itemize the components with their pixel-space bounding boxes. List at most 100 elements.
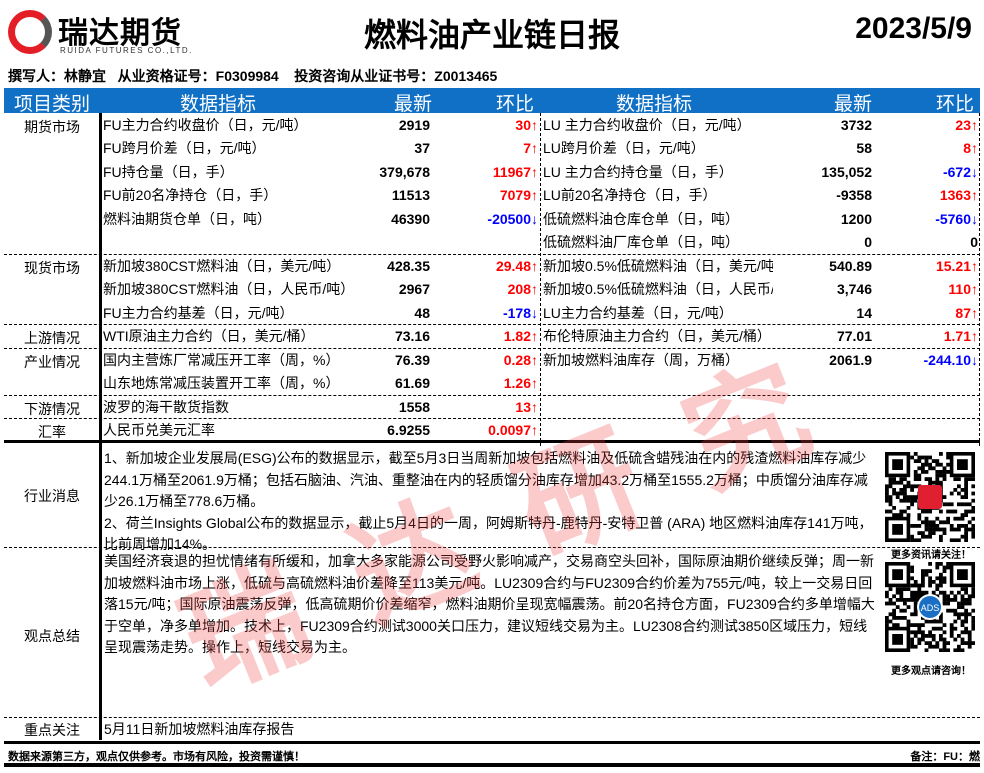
qr-code-wechat[interactable] (885, 452, 975, 542)
indicator-change: 1363↑ (939, 187, 978, 203)
indicator-change: -20500↓ (487, 210, 538, 227)
indicator-value: 2061.9 (829, 351, 872, 368)
indicator-name: LU跨月价差（日，元/吨） (543, 140, 705, 156)
indicator-change: 29.48↑ (495, 257, 538, 274)
logo-subtext: RUIDA FUTURES CO.,LTD. (60, 46, 193, 55)
news-text: 1、新加坡企业发展局(ESG)公布的数据显示，截至5月3日当周新加坡包括燃料油及… (104, 448, 878, 556)
focus-section: 重点关注 (4, 718, 980, 741)
indicator-name: 波罗的海干散货指数 (103, 398, 229, 415)
divider (99, 113, 102, 740)
indicator-value: 48 (414, 304, 430, 321)
indicator-change: 0.28↑ (503, 351, 538, 368)
author-info: 撰写人：林静宜 从业资格证号：F0309984 投资咨询从业证书号：Z00134… (8, 68, 498, 84)
indicator-name: FU持仓量（日，手） (103, 163, 234, 180)
category-label: 重点关注 (24, 722, 80, 738)
indicator-name: 山东地炼常减压装置开工率（周，%） (103, 375, 340, 391)
indicator-name: LU 主力合约持仓量（日，手） (543, 163, 733, 180)
indicator-value: 3732 (840, 116, 872, 133)
indicator-name: 新加坡燃料油库存（周，万桶） (543, 351, 739, 368)
report-date: 2023/5/9 (855, 12, 972, 45)
indicator-change: -672↓ (942, 163, 978, 180)
indicator-name: WTI原油主力合约（日，美元/桶） (103, 328, 315, 344)
indicator-value: 540.89 (829, 257, 872, 274)
indicator-name: FU主力合约基差（日，元/吨） (103, 304, 294, 321)
indicator-value: 3,746 (836, 281, 872, 297)
category-label: 期货市场 (24, 118, 80, 135)
section-1: 现货市场 (4, 255, 980, 325)
category-label: 现货市场 (24, 259, 80, 276)
indicator-value: 6.9255 (387, 422, 430, 438)
indicator-value: 46390 (391, 210, 430, 227)
indicator-value: 14 (856, 304, 872, 321)
col-indicator: 数据指标 (180, 94, 257, 115)
col-latest-2: 最新 (834, 94, 873, 115)
indicator-change: 7079↑ (499, 187, 538, 203)
indicator-name: 低硫燃料油厂库仓单（日，吨） (543, 234, 739, 250)
col-category: 项目类别 (14, 94, 91, 115)
indicator-value: 37 (414, 140, 430, 156)
indicator-change: 87↑ (955, 304, 978, 321)
logo-mark-icon (8, 10, 52, 54)
indicator-change: -244.10↓ (923, 351, 978, 368)
qr-code-consult[interactable]: ADS (885, 562, 975, 652)
indicator-change: 0 (970, 234, 978, 250)
divider (979, 113, 980, 446)
indicator-change: 15.21↑ (935, 257, 978, 274)
indicator-name: 低硫燃料油仓库仓单（日，吨） (543, 210, 739, 227)
indicator-value: 11513 (391, 187, 430, 203)
disclaimer: 数据来源第三方，观点仅供参考。市场有风险，投资需谨慎！ (8, 751, 305, 763)
qr-caption: 更多观点请咨询！ (891, 666, 971, 677)
section-0: 期货市场 (4, 114, 980, 255)
indicator-value: 2967 (398, 281, 430, 297)
indicator-change: 0.0097↑ (488, 422, 538, 438)
divider (540, 113, 541, 446)
indicator-change: 11967↑ (492, 163, 538, 180)
indicator-value: 61.69 (394, 375, 430, 391)
news-item: 2、荷兰Insights Global公布的数据显示，截止5月4日的一周，阿姆斯… (104, 514, 873, 553)
indicator-name: FU主力合约收盘价（日，元/吨） (103, 116, 308, 133)
indicator-name: 燃料油期货仓单（日，吨） (103, 210, 271, 227)
indicator-name: LU主力合约基差（日，元/吨） (543, 304, 733, 321)
indicator-value: 0 (864, 234, 872, 250)
indicator-name: 人民币兑美元汇率 (103, 422, 215, 438)
footer-note: 备注：FU：燃 (910, 751, 980, 763)
section-4: 下游情况 (4, 396, 980, 419)
indicator-name: 国内主营炼厂常减压开工率（周，%） (103, 351, 340, 368)
indicator-change: 110↑ (948, 281, 978, 297)
indicator-change: -178↓ (502, 304, 538, 321)
indicator-change: 208↑ (507, 281, 538, 297)
svg-text:ADS: ADS (921, 603, 940, 613)
indicator-name: LU前20名净持仓（日，手） (543, 187, 717, 203)
indicator-name: FU前20名净持仓（日，手） (103, 187, 278, 203)
category-label: 汇率 (38, 424, 66, 440)
company-logo: 瑞达期货 RUIDA FUTURES CO.,LTD. (8, 6, 208, 58)
footer: 数据来源第三方，观点仅供参考。市场有风险，投资需谨慎！ 备注：FU：燃 (4, 741, 980, 767)
category-label: 行业消息 (24, 488, 80, 504)
indicator-name: 布伦特原油主力合约（日，美元/桶） (543, 328, 771, 344)
indicator-value: 1200 (840, 210, 872, 227)
indicator-name: 新加坡0.5%低硫燃料油（日，美元/吨） (543, 257, 773, 274)
indicator-name: 新加坡380CST燃料油（日，美元/吨） (103, 257, 341, 274)
section-3: 产业情况 (4, 349, 980, 396)
indicator-change: -5760↓ (935, 210, 978, 227)
indicator-value: 428.35 (387, 257, 430, 274)
indicator-value: 58 (856, 140, 872, 156)
category-label: 上游情况 (24, 330, 80, 346)
indicator-change: 30↑ (515, 116, 538, 133)
indicator-change: 1.71↑ (943, 328, 978, 344)
indicator-value: 379,678 (379, 163, 430, 180)
news-section: 行业消息 (4, 446, 980, 548)
section-2: 上游情况 (4, 325, 980, 349)
indicator-value: 77.01 (836, 328, 872, 344)
viewpoint-section: 观点总结 (4, 548, 980, 718)
indicator-change: 8↑ (963, 140, 978, 156)
indicator-value: 135,052 (821, 163, 872, 180)
indicator-change: 7↑ (523, 140, 538, 156)
indicator-value: -9358 (836, 187, 872, 203)
focus-text: 5月11日新加坡燃料油库存报告 (104, 721, 295, 737)
indicator-value: 73.16 (394, 328, 430, 344)
indicator-name: 新加坡0.5%低硫燃料油（日，人民币/吨） (543, 281, 773, 297)
category-label: 下游情况 (24, 400, 80, 417)
col-latest: 最新 (394, 94, 433, 115)
indicator-value: 76.39 (394, 351, 430, 368)
